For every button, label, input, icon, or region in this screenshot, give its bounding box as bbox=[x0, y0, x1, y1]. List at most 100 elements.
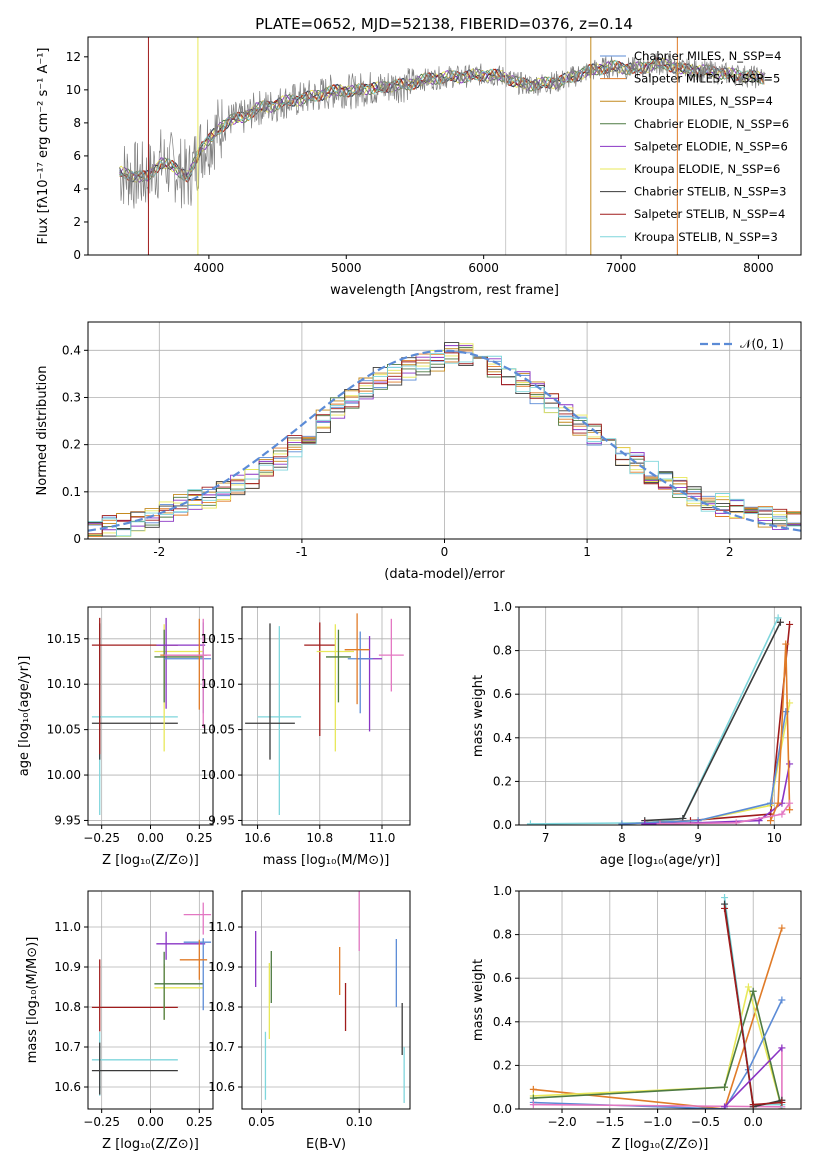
axes-frame bbox=[241, 606, 411, 826]
y-tick-label: 10.7 bbox=[54, 1040, 81, 1054]
x-tick-label: 0.00 bbox=[137, 831, 164, 845]
x-tick-label: 0 bbox=[441, 545, 449, 559]
x-tick-label: 11.0 bbox=[369, 831, 396, 845]
y-axis-label: mass [log₁₀(M/M⊙)] bbox=[25, 937, 40, 1064]
plus-marker bbox=[721, 894, 729, 902]
y-tick-label: 6 bbox=[73, 149, 81, 163]
x-tick-label: −0.25 bbox=[83, 1115, 120, 1129]
legend-label: Salpeter ELODIE, N_SSP=6 bbox=[634, 139, 788, 153]
y-axis-label: mass weight bbox=[471, 675, 486, 757]
data-point bbox=[257, 626, 302, 816]
mass-weight-line bbox=[644, 621, 782, 822]
plus-marker bbox=[786, 760, 794, 768]
y-tick-label: 0.1 bbox=[62, 485, 81, 499]
axes-age_vs_Z: −0.25 0.00 0.25 9.95 10.00 10.05 10.10 10.15 Z [… bbox=[17, 606, 214, 868]
x-tick-label: −1.5 bbox=[595, 1115, 624, 1129]
x-tick-label: 10.8 bbox=[306, 831, 333, 845]
legend-label: Chabrier ELODIE, N_SSP=6 bbox=[634, 117, 789, 131]
x-tick-label: 0.0 bbox=[744, 1115, 763, 1129]
y-tick-label: 0.2 bbox=[62, 438, 81, 452]
y-tick-label: 10 bbox=[66, 83, 81, 97]
plus-marker bbox=[732, 819, 740, 825]
data-point bbox=[154, 624, 204, 752]
y-tick-label: 0.8 bbox=[493, 928, 512, 942]
y-tick-label: 0.4 bbox=[493, 1015, 512, 1029]
y-tick-label: 0 bbox=[73, 248, 81, 262]
x-tick-label: 8 bbox=[618, 831, 626, 845]
legend: Chabrier MILES, N_SSP=4 Salpeter MILES, N… bbox=[600, 49, 789, 244]
mass-weight-line bbox=[533, 927, 783, 1109]
axes-frame bbox=[518, 890, 802, 1110]
plus-marker bbox=[778, 1044, 786, 1052]
data-point bbox=[183, 938, 212, 1011]
x-tick-label: −1.0 bbox=[643, 1115, 672, 1129]
axes-frame bbox=[518, 606, 802, 826]
y-tick-label: 9.95 bbox=[208, 813, 235, 827]
data-point bbox=[245, 623, 295, 760]
data-point bbox=[183, 902, 212, 935]
residual-histogram bbox=[88, 353, 801, 537]
y-tick-label: 10.00 bbox=[201, 768, 235, 782]
y-tick-label: 10.15 bbox=[201, 632, 235, 646]
model-line bbox=[119, 57, 765, 183]
y-tick-label: 0 bbox=[73, 532, 81, 546]
figure-title: PLATE=0652, MJD=52138, FIBERID=0376, z=0… bbox=[255, 15, 633, 33]
plus-marker bbox=[774, 799, 782, 807]
x-tick-label: 0.00 bbox=[137, 1115, 164, 1129]
y-tick-label: 10.6 bbox=[208, 1080, 235, 1094]
plus-marker bbox=[618, 820, 626, 825]
mass-weight-line bbox=[621, 702, 791, 825]
y-tick-label: 10.05 bbox=[201, 723, 235, 737]
y-tick-label: 10.8 bbox=[208, 1000, 235, 1014]
axes-mass_vs_EBV: 0.05 0.10 10.6 10.7 10.8 10.9 11.0 E(B-V) bbox=[208, 890, 411, 1152]
y-tick-label: 10.10 bbox=[201, 677, 235, 691]
y-tick-label: 8 bbox=[73, 116, 81, 130]
plot-area-age_vs_mass bbox=[245, 613, 404, 816]
x-tick-label: 10 bbox=[767, 831, 782, 845]
data-point bbox=[304, 622, 336, 736]
plot-area-residuals bbox=[88, 342, 801, 537]
legend-label: Chabrier STELIB, N_SSP=3 bbox=[634, 185, 786, 199]
data-point bbox=[179, 939, 208, 980]
plus-marker bbox=[641, 820, 649, 825]
data-point bbox=[91, 1031, 178, 1096]
y-tick-label: 1.0 bbox=[493, 884, 512, 898]
mass-weight-line bbox=[644, 624, 791, 824]
plus-marker bbox=[744, 983, 752, 991]
plus-marker bbox=[778, 996, 786, 1004]
x-tick-label: -1 bbox=[296, 545, 308, 559]
data-point bbox=[154, 629, 204, 703]
y-axis-label: Normed distribution bbox=[35, 366, 50, 496]
x-tick-label: 0.10 bbox=[346, 1115, 373, 1129]
plus-marker bbox=[721, 904, 729, 912]
data-point bbox=[316, 624, 354, 752]
plot-area-mass_weight_vs_Z bbox=[529, 894, 786, 1109]
data-point bbox=[91, 959, 178, 1032]
data-point bbox=[156, 931, 206, 960]
axes-frame bbox=[241, 890, 411, 1110]
x-tick-label: 8000 bbox=[743, 261, 774, 275]
axes-residuals: -2 -1 0 1 2 0 0.1 0.2 0.3 0.4 (data-model)/error No… bbox=[35, 321, 802, 582]
x-axis-label: Z [log₁₀(Z/Z⊙)] bbox=[102, 853, 199, 868]
mass-weight-line bbox=[723, 1047, 783, 1108]
normal-reference-curve bbox=[88, 349, 801, 532]
plus-marker bbox=[786, 806, 794, 814]
y-tick-label: 10.7 bbox=[208, 1040, 235, 1054]
x-axis-label: age [log₁₀(age/yr)] bbox=[600, 853, 721, 868]
plus-marker bbox=[749, 1101, 757, 1109]
x-tick-label: −2.0 bbox=[547, 1115, 576, 1129]
y-tick-label: 0.4 bbox=[493, 731, 512, 745]
y-tick-label: 2 bbox=[73, 215, 81, 229]
data-point bbox=[91, 617, 178, 755]
x-tick-label: 10.6 bbox=[244, 831, 271, 845]
x-tick-label: 4000 bbox=[194, 261, 225, 275]
y-tick-label: 0.8 bbox=[493, 644, 512, 658]
y-axis-label: Flux [fλ10⁻¹⁷ erg cm⁻² s⁻¹ A⁻¹] bbox=[36, 48, 51, 245]
y-tick-label: 10.05 bbox=[47, 723, 81, 737]
mass-weight-line bbox=[530, 617, 779, 825]
plot-area-mass_vs_Z bbox=[91, 902, 212, 1096]
plus-marker bbox=[767, 799, 775, 807]
plus-marker bbox=[774, 614, 782, 622]
plus-marker bbox=[656, 820, 664, 825]
y-tick-label: 0.6 bbox=[493, 971, 512, 985]
